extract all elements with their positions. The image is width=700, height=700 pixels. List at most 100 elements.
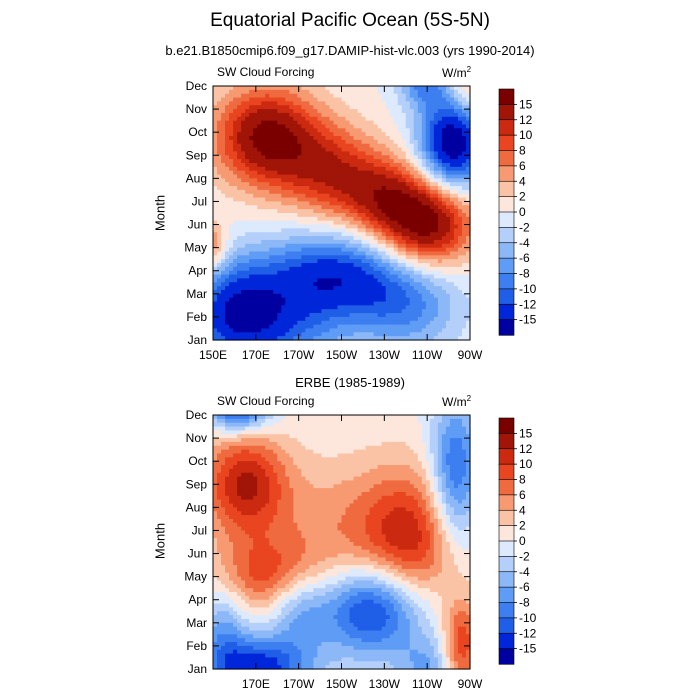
heatmap-cell (357, 274, 363, 280)
heatmap-cell (309, 293, 314, 299)
heatmap-cell (401, 270, 407, 276)
heatmap-cell (293, 286, 298, 291)
heatmap-cell (217, 228, 222, 233)
heatmap-cell (265, 293, 270, 299)
heatmap-cell (385, 259, 391, 264)
heatmap-cell (341, 193, 347, 199)
heatmap-cell (381, 289, 387, 295)
heatmap-cell (229, 324, 234, 330)
heatmap-cell (445, 89, 451, 95)
heatmap-cell (373, 174, 379, 179)
heatmap-cell (461, 286, 467, 291)
heatmap-cell (297, 313, 302, 318)
heatmap-cell (437, 186, 443, 191)
heatmap-cell (401, 255, 407, 260)
heatmap-cell (445, 274, 451, 280)
heatmap-cell (417, 213, 423, 218)
heatmap-cell (397, 220, 403, 226)
heatmap-cell (265, 182, 270, 187)
heatmap-cell (465, 313, 471, 318)
heatmap-cell (333, 301, 339, 306)
heatmap-cell (445, 236, 451, 241)
heatmap-cell (269, 193, 274, 199)
heatmap-cell (317, 255, 323, 260)
heatmap-cell (249, 286, 254, 291)
heatmap-cell (273, 143, 278, 149)
heatmap-cell (253, 282, 258, 287)
heatmap-cell (321, 224, 327, 229)
heatmap-cell (237, 255, 242, 260)
heatmap-cell (409, 309, 415, 314)
heatmap-cell (417, 112, 423, 118)
heatmap-cell (245, 201, 250, 206)
heatmap-cell (277, 116, 282, 122)
heatmap-cell (441, 112, 447, 118)
heatmap-cell (333, 93, 339, 99)
heatmap-cell (353, 155, 359, 160)
heatmap-cell (257, 109, 262, 114)
heatmap-cell (333, 224, 339, 229)
heatmap-cell (217, 162, 222, 168)
heatmap-cell (465, 216, 471, 222)
heatmap-cell (389, 274, 395, 280)
heatmap-cell (349, 293, 355, 299)
heatmap-cell (433, 309, 439, 314)
heatmap-cell (333, 89, 339, 95)
heatmap-cell (441, 143, 447, 149)
heatmap-cell (325, 224, 331, 229)
heatmap-cell (433, 328, 439, 333)
heatmap-cell (313, 159, 319, 164)
heatmap-cell (373, 236, 379, 241)
heatmap-cell (237, 282, 242, 287)
heatmap-cell (301, 316, 306, 322)
heatmap-cell (273, 112, 278, 118)
heatmap-cell (349, 182, 355, 187)
heatmap-cell (249, 155, 254, 160)
heatmap-cell (453, 251, 459, 256)
heatmap-cell (325, 132, 331, 137)
heatmap-cell (413, 328, 419, 333)
heatmap-cell (365, 266, 371, 272)
heatmap-cell (453, 147, 459, 153)
heatmap-cell (321, 236, 327, 241)
heatmap-cell (413, 159, 419, 164)
heatmap-cell (369, 101, 375, 106)
heatmap-cell (437, 112, 443, 118)
heatmap-cell (249, 216, 254, 222)
heatmap-cell (253, 255, 258, 260)
heatmap-cell (409, 255, 415, 260)
heatmap-cell (405, 232, 411, 237)
heatmap-cell (277, 301, 282, 306)
heatmap-cell (253, 209, 258, 214)
heatmap-cell (453, 232, 459, 237)
heatmap-cell (233, 313, 238, 318)
heatmap-cell (449, 239, 455, 245)
heatmap-cell (353, 178, 359, 183)
heatmap-cell (289, 155, 294, 160)
heatmap-cell (217, 112, 222, 118)
heatmap-cell (413, 209, 419, 214)
heatmap-cell (241, 132, 246, 137)
heatmap-cell (265, 243, 270, 249)
heatmap-cell (369, 128, 375, 133)
heatmap-cell (361, 324, 367, 330)
heatmap-cell (369, 105, 375, 110)
heatmap-cell (281, 286, 286, 291)
heatmap-cell (457, 216, 463, 222)
heatmap-cell (257, 247, 262, 253)
heatmap-cell (429, 297, 435, 303)
heatmap-cell (361, 278, 367, 283)
heatmap-cell (425, 259, 431, 264)
heatmap-cell (461, 213, 467, 218)
heatmap-cell (421, 224, 427, 229)
heatmap-cell (317, 263, 323, 268)
heatmap-cell (225, 259, 230, 264)
heatmap-cell (281, 86, 286, 91)
heatmap-cell (225, 197, 230, 203)
heatmap-cell (301, 255, 306, 260)
heatmap-cell (241, 151, 246, 156)
heatmap-cell (369, 209, 375, 214)
heatmap-cell (269, 93, 274, 99)
heatmap-cell (269, 232, 274, 237)
heatmap-cell (273, 289, 278, 295)
